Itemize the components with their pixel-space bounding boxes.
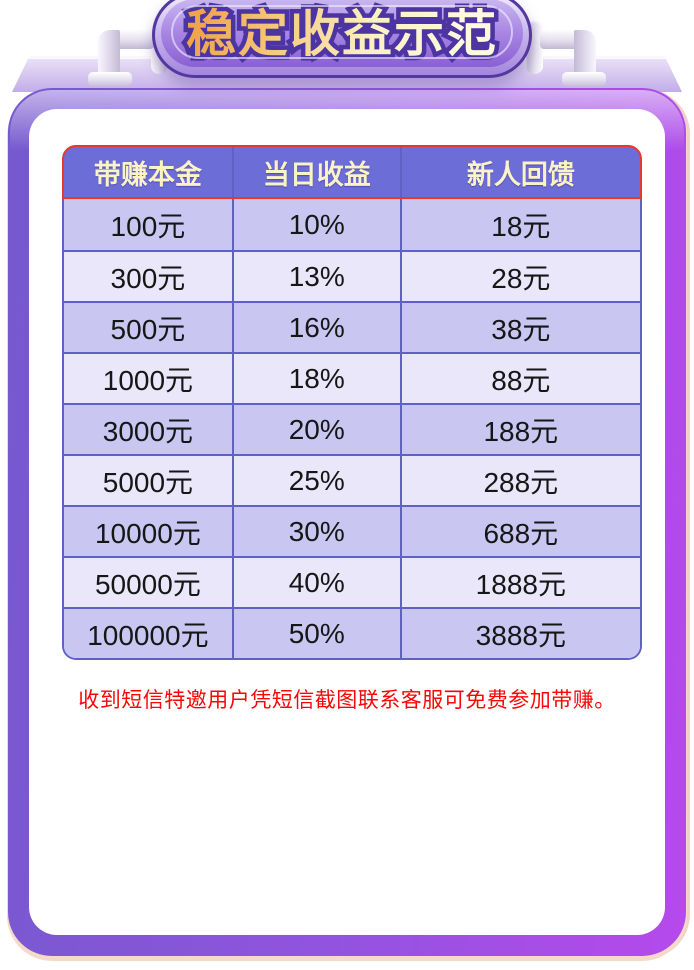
table-header-row: 带赚本金 当日收益 新人回馈: [62, 145, 642, 199]
table-cell-principal: 100元: [110, 210, 186, 242]
table-cell-bonus: 88元: [399, 354, 640, 403]
table-cell-bonus: 3888元: [399, 609, 640, 658]
table-cell-rate: 10%: [231, 199, 400, 250]
pipe-elbow: [574, 30, 596, 76]
table-cell-bonus: 688元: [399, 507, 640, 556]
header-principal: 带赚本金: [93, 159, 202, 190]
table-row: 1000元 18% 88元: [64, 352, 640, 403]
table-cell-rate: 16%: [231, 303, 400, 352]
table-cell-principal: 3000元: [102, 415, 194, 447]
table-row: 100元 10% 18元: [64, 199, 640, 250]
pipe-arm: [540, 30, 578, 49]
table-row: 10000元 30% 688元: [64, 505, 640, 556]
table-cell-rate: 50%: [231, 609, 400, 658]
table-cell-principal: 500元: [110, 313, 186, 345]
table-cell-principal: 5000元: [102, 466, 194, 498]
table-cell-principal: 300元: [110, 262, 186, 294]
pipe-right-decoration: [526, 14, 608, 90]
table-cell-rate: 20%: [231, 405, 400, 454]
table-row: 500元 16% 38元: [64, 301, 640, 352]
notice-text: 收到短信特邀用户凭短信截图联系客服可免费参加带赚。: [78, 689, 616, 712]
table-cell-principal: 50000元: [94, 568, 201, 600]
header-daily-rate: 当日收益: [231, 147, 400, 197]
rates-table: 带赚本金 当日收益 新人回馈 100元 10% 18元 300元 13% 28元…: [62, 145, 642, 660]
pipe-elbow: [98, 30, 120, 76]
table-cell-rate: 13%: [231, 252, 400, 301]
banner-fill: 稳定收益示范 稳定收益示范: [161, 0, 523, 67]
table-cell-bonus: 18元: [399, 199, 640, 250]
page-title-outline: 稳定收益示范: [182, 2, 501, 67]
title-banner: 稳定收益示范 稳定收益示范: [152, 0, 532, 78]
table-row: 50000元 40% 1888元: [64, 556, 640, 607]
banner-rim: 稳定收益示范 稳定收益示范: [155, 0, 529, 75]
table-cell-rate: 18%: [231, 354, 400, 403]
table-row: 300元 13% 28元: [64, 250, 640, 301]
pipe-foot: [88, 72, 132, 86]
table-row: 5000元 25% 288元: [64, 454, 640, 505]
table-cell-bonus: 288元: [399, 456, 640, 505]
table-body: 100元 10% 18元 300元 13% 28元 500元 16% 38元 1…: [62, 199, 642, 660]
table-cell-bonus: 38元: [399, 303, 640, 352]
page-title-text: 稳定收益示范: [186, 6, 498, 62]
table-cell-principal: 10000元: [94, 517, 201, 549]
table-cell-bonus: 1888元: [399, 558, 640, 607]
header-newcomer-bonus: 新人回馈: [399, 147, 640, 197]
table-row: 100000元 50% 3888元: [64, 607, 640, 658]
table-cell-bonus: 188元: [399, 405, 640, 454]
table-cell-rate: 30%: [231, 507, 400, 556]
table-cell-principal: 100000元: [87, 619, 209, 651]
table-cell-principal: 1000元: [102, 364, 194, 396]
table-cell-bonus: 28元: [399, 252, 640, 301]
table-cell-rate: 25%: [231, 456, 400, 505]
table-cell-rate: 40%: [231, 558, 400, 607]
pipe-arm: [116, 30, 154, 49]
table-row: 3000元 20% 188元: [64, 403, 640, 454]
pipe-foot: [562, 72, 606, 86]
page-title: 稳定收益示范 稳定收益示范: [182, 2, 501, 67]
